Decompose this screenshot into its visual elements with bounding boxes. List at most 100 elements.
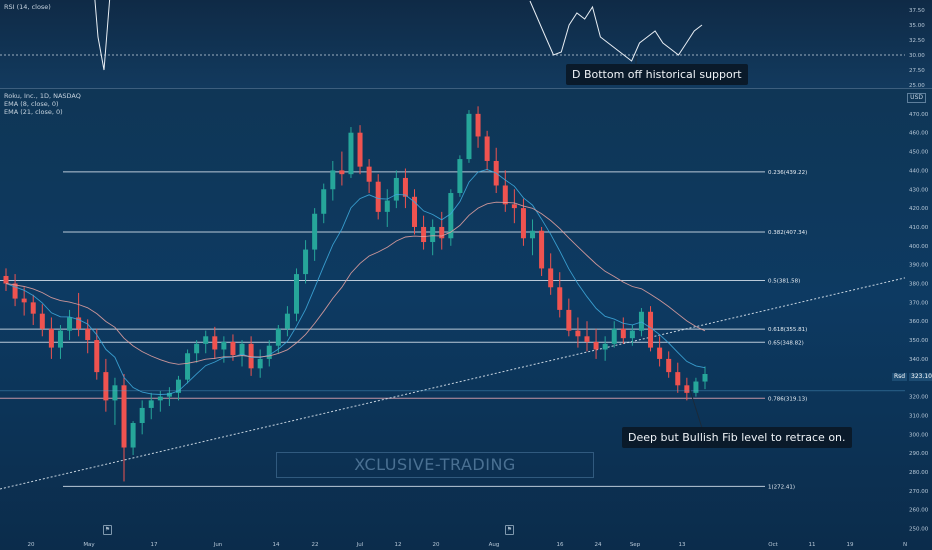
candle-body: [430, 226, 436, 243]
candle-body: [85, 328, 91, 341]
candle-body: [384, 200, 390, 212]
rsi-tick-label: 35.00: [909, 23, 925, 29]
candle-body: [3, 275, 9, 284]
candle-body: [539, 230, 545, 269]
fib-label: 0.236(439.22): [768, 170, 807, 176]
event-flag-icon[interactable]: ⚑: [103, 525, 112, 535]
legend-ema-slow[interactable]: EMA (21, close, 0): [4, 108, 63, 116]
rsi-pane: RSI (14, close) D Bottom off historical …: [0, 0, 932, 89]
fib-label: 0.382(407.34): [768, 230, 807, 236]
x-tick-label: Oct: [768, 542, 778, 548]
y-tick-label: 320.00: [909, 395, 929, 401]
candle-body: [203, 336, 209, 344]
candle-body: [175, 379, 181, 393]
fib-callout: Deep but Bullish Fib level to retrace on…: [622, 427, 852, 448]
rsi-line: [94, 0, 111, 71]
rsi-tick-label: 25.00: [909, 83, 925, 89]
y-tick-label: 450.00: [909, 150, 929, 156]
candle-body: [611, 328, 617, 344]
ema-line: [5, 169, 706, 395]
candle-body: [130, 423, 136, 448]
x-tick-label: 19: [847, 542, 854, 548]
candle-body: [139, 407, 145, 424]
candle-body: [557, 287, 563, 310]
candle-body: [666, 358, 672, 373]
y-tick-label: 420.00: [909, 206, 929, 212]
candle-body: [94, 340, 100, 373]
candle-body: [121, 385, 127, 448]
candle-body: [266, 345, 272, 359]
candle-body: [412, 196, 418, 227]
currency-button[interactable]: USD: [907, 93, 926, 103]
rsi-tick-label: 32.50: [909, 38, 925, 44]
x-tick-label: 12: [395, 542, 402, 548]
fib-label: 1(272.41): [768, 484, 795, 490]
callout-pointer: [689, 389, 703, 429]
candle-body: [248, 343, 254, 369]
watermark: XCLUSIVE-TRADING: [276, 452, 594, 478]
y-tick-label: 370.00: [909, 300, 929, 306]
candle-body: [629, 330, 635, 339]
candle-body: [312, 213, 318, 250]
y-tick-label: 410.00: [909, 225, 929, 231]
y-tick-label: 310.00: [909, 413, 929, 419]
y-tick-label: 290.00: [909, 451, 929, 457]
legend-ema-fast[interactable]: EMA (8, close, 0): [4, 100, 59, 108]
fib-label: 0.786(319.13): [768, 396, 807, 402]
rsi-tick-label: 27.50: [909, 68, 925, 74]
candle-body: [357, 132, 363, 167]
candle-body: [439, 226, 445, 239]
fib-label: 0.5(381.58): [768, 279, 800, 285]
candle-body: [602, 343, 608, 350]
candle-body: [375, 181, 381, 212]
rsi-tick-label: 30.00: [909, 53, 925, 59]
candle-body: [548, 268, 554, 288]
legend-symbol[interactable]: Roku, Inc., 1D, NASDAQ: [4, 92, 81, 100]
candle-body: [448, 193, 454, 239]
candle-body: [239, 343, 245, 356]
fib-label: 0.618(355.81): [768, 327, 807, 333]
candle-body: [67, 317, 73, 331]
fib-label: 0.65(348.82): [768, 340, 804, 346]
x-tick-label: 11: [809, 542, 816, 548]
candle-body: [57, 330, 63, 348]
candle-body: [584, 336, 590, 342]
y-tick-label: 460.00: [909, 131, 929, 137]
candle-body: [593, 341, 599, 350]
x-tick-label: 16: [557, 542, 564, 548]
candle-body: [321, 189, 327, 214]
candle-body: [157, 396, 163, 401]
candle-body: [257, 358, 263, 369]
y-tick-label: 300.00: [909, 432, 929, 438]
y-tick-label: 350.00: [909, 338, 929, 344]
y-tick-label: 400.00: [909, 244, 929, 250]
x-tick-label: N: [903, 542, 907, 548]
y-tick-label: 430.00: [909, 187, 929, 193]
event-flag-icon[interactable]: ⚑: [505, 525, 514, 535]
x-tick-label: 20: [28, 542, 35, 548]
last-price-label: Rsd: [892, 373, 908, 381]
candle-body: [693, 381, 699, 393]
y-tick-label: 470.00: [909, 112, 929, 118]
y-tick-label: 380.00: [909, 282, 929, 288]
candle-body: [330, 170, 336, 190]
candle-body: [221, 341, 227, 350]
candle-body: [230, 341, 236, 356]
candle-body: [212, 336, 218, 350]
candle-body: [112, 385, 118, 401]
candle-body: [76, 317, 82, 329]
candle-body: [566, 309, 572, 331]
candle-body: [484, 136, 490, 161]
candle-body: [339, 170, 345, 175]
candle-body: [275, 328, 281, 346]
candle-body: [475, 113, 481, 137]
y-tick-label: 340.00: [909, 357, 929, 363]
main-pane: Roku, Inc., 1D, NASDAQ EMA (8, close, 0)…: [0, 89, 932, 550]
candle-body: [638, 311, 644, 331]
x-tick-label: 20: [433, 542, 440, 548]
candle-body: [30, 302, 36, 314]
candle-body: [466, 113, 472, 160]
x-tick-label: 14: [273, 542, 280, 548]
y-tick-label: 440.00: [909, 168, 929, 174]
